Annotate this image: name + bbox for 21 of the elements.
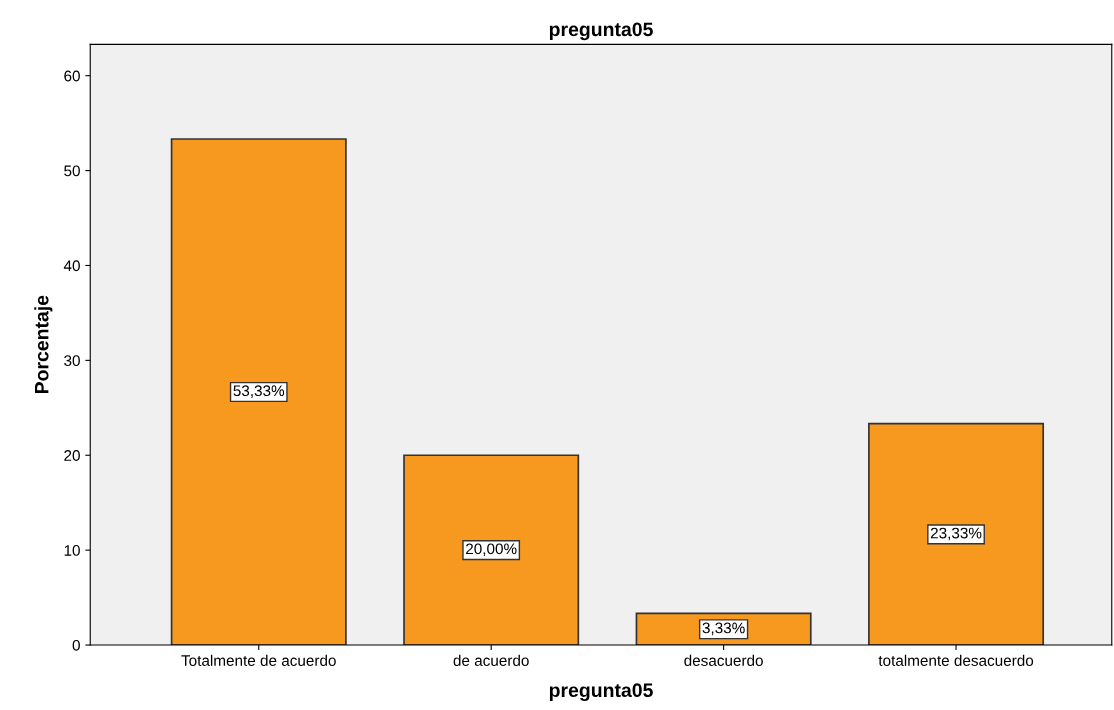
data-label: 20,00% [466, 543, 517, 557]
y-tick-label: 60 [64, 70, 80, 82]
y-axis-title: Porcentaje [34, 295, 53, 394]
data-label: 23,33% [930, 527, 982, 541]
data-label: 53,33% [233, 385, 285, 398]
x-axis-title: pregunta05 [549, 683, 653, 702]
y-tick-label: 40 [63, 260, 80, 272]
y-tick-label: 10 [64, 545, 80, 556]
y-tick-label: 20 [64, 450, 80, 461]
bar [403, 454, 580, 646]
x-tick-label: totalmente desacuerdo [878, 654, 1034, 666]
data-label: 3,33% [702, 622, 745, 636]
x-tick-label: Totalmente de acuerdo [181, 654, 336, 666]
bar [868, 422, 1045, 646]
bar [170, 138, 347, 646]
x-tick-label: desacuerdo [684, 654, 763, 666]
y-tick-label: 30 [64, 355, 80, 367]
chart-title: pregunta05 [549, 22, 653, 41]
y-tick-label: 50 [64, 165, 80, 177]
y-tick-label: 0 [72, 639, 80, 651]
x-tick-label: de acuerdo [453, 654, 529, 666]
